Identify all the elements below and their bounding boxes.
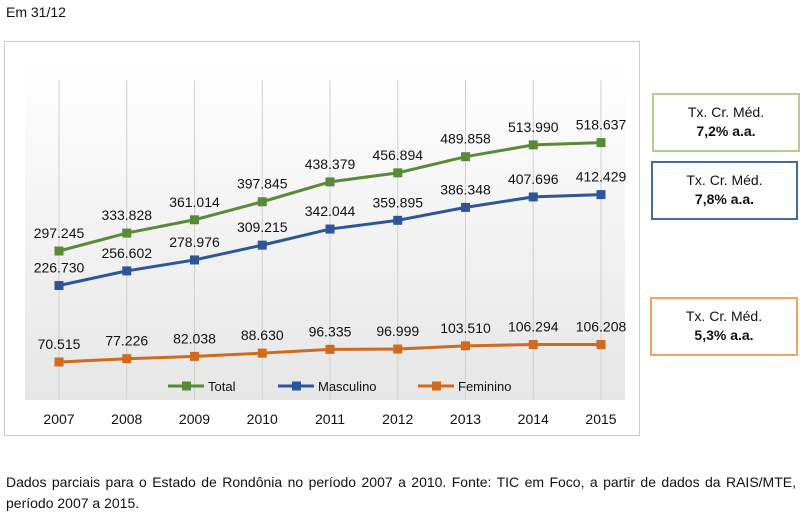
data-point-masculino	[596, 190, 606, 200]
data-label-feminino: 96.335	[309, 323, 352, 339]
data-label-feminino: 96.999	[376, 323, 419, 339]
page-heading: Em 31/12	[6, 4, 66, 20]
data-label-masculino: 407.696	[508, 171, 559, 187]
data-point-feminino	[596, 340, 606, 350]
data-label-feminino: 82.038	[173, 330, 216, 346]
data-point-total	[190, 215, 199, 225]
data-point-masculino	[393, 215, 403, 225]
data-label-masculino: 256.602	[101, 245, 152, 261]
data-label-total: 438.379	[305, 156, 356, 172]
x-tick-label: 2011	[315, 411, 345, 427]
data-label-masculino: 412.429	[576, 169, 627, 185]
growth-value-feminino: 5,3% a.a.	[694, 327, 754, 343]
legend-marker-total	[182, 381, 191, 391]
x-tick-label: 2007	[43, 411, 74, 427]
data-point-feminino	[257, 348, 267, 358]
data-label-masculino: 278.976	[169, 234, 220, 250]
data-point-total	[393, 168, 403, 178]
data-label-total: 489.858	[440, 131, 491, 147]
data-point-masculino	[122, 266, 132, 276]
data-label-feminino: 88.630	[241, 327, 284, 343]
data-point-total	[528, 140, 538, 150]
data-point-masculino	[528, 192, 538, 202]
legend-label-masculino: Masculino	[318, 379, 377, 394]
data-label-masculino: 342.044	[305, 203, 356, 219]
x-tick-label: 2013	[450, 411, 481, 427]
data-point-feminino	[54, 357, 64, 367]
x-tick-label: 2009	[179, 411, 210, 427]
x-tick-label: 2012	[382, 411, 413, 427]
data-label-masculino: 386.348	[440, 181, 491, 197]
growth-label-total: Tx. Cr. Méd.	[687, 104, 765, 120]
data-point-total	[596, 138, 606, 148]
legend-marker-masculino	[292, 381, 301, 391]
growth-value-total: 7,2% a.a.	[696, 123, 756, 139]
data-point-total	[257, 197, 267, 207]
data-point-masculino	[54, 281, 64, 291]
data-label-feminino: 103.510	[440, 320, 491, 336]
data-point-feminino	[325, 344, 335, 354]
data-label-feminino: 77.226	[105, 333, 148, 349]
data-label-total: 297.245	[34, 225, 85, 241]
data-label-masculino: 359.895	[372, 194, 423, 210]
data-point-total	[461, 152, 470, 162]
data-point-feminino	[528, 339, 538, 349]
growth-value-masculino: 7,8% a.a.	[694, 191, 755, 207]
legend-label-total: Total	[208, 379, 236, 394]
growth-label-feminino: Tx. Cr. Méd.	[685, 308, 763, 324]
x-tick-label: 2008	[111, 411, 142, 427]
legend-label-feminino: Feminino	[458, 379, 511, 394]
data-label-feminino: 106.294	[508, 318, 559, 334]
data-label-total: 333.828	[101, 207, 152, 223]
growth-box-total: Tx. Cr. Méd. 7,2% a.a.	[652, 93, 800, 152]
data-label-feminino: 70.515	[38, 336, 81, 352]
source-caption: Dados parciais para o Estado de Rondônia…	[6, 474, 796, 511]
data-point-masculino	[257, 240, 267, 250]
chart-frame: 297.245 333.828 361.014 397.845 438.379 456.8…	[4, 41, 640, 436]
growth-label-masculino: Tx. Cr. Méd.	[686, 172, 763, 188]
data-point-feminino	[461, 341, 470, 351]
legend-marker-feminino	[432, 381, 441, 391]
data-point-total	[54, 246, 64, 256]
data-label-total: 397.845	[237, 176, 288, 192]
data-label-total: 513.990	[508, 119, 559, 135]
data-label-feminino: 106.208	[576, 319, 627, 335]
data-label-masculino: 309.215	[237, 219, 288, 235]
data-point-masculino	[190, 255, 199, 265]
data-point-masculino	[325, 224, 335, 234]
data-label-total: 518.637	[576, 117, 627, 133]
data-label-total: 361.014	[169, 194, 220, 210]
line-chart: 297.245 333.828 361.014 397.845 438.379 456.8…	[25, 60, 627, 427]
growth-box-feminino: Tx. Cr. Méd. 5,3% a.a.	[650, 297, 798, 356]
growth-box-masculino: Tx. Cr. Méd. 7,8% a.a.	[651, 161, 798, 220]
data-point-masculino	[461, 202, 470, 212]
data-point-total	[122, 228, 132, 238]
data-point-feminino	[393, 344, 403, 354]
data-label-total: 456.894	[372, 147, 423, 163]
x-tick-label: 2014	[518, 411, 549, 427]
data-point-feminino	[190, 351, 199, 361]
data-point-feminino	[122, 354, 132, 364]
data-point-total	[325, 177, 335, 187]
x-tick-label: 2010	[247, 411, 278, 427]
x-tick-label: 2015	[585, 411, 616, 427]
data-label-masculino: 226.730	[34, 260, 85, 276]
